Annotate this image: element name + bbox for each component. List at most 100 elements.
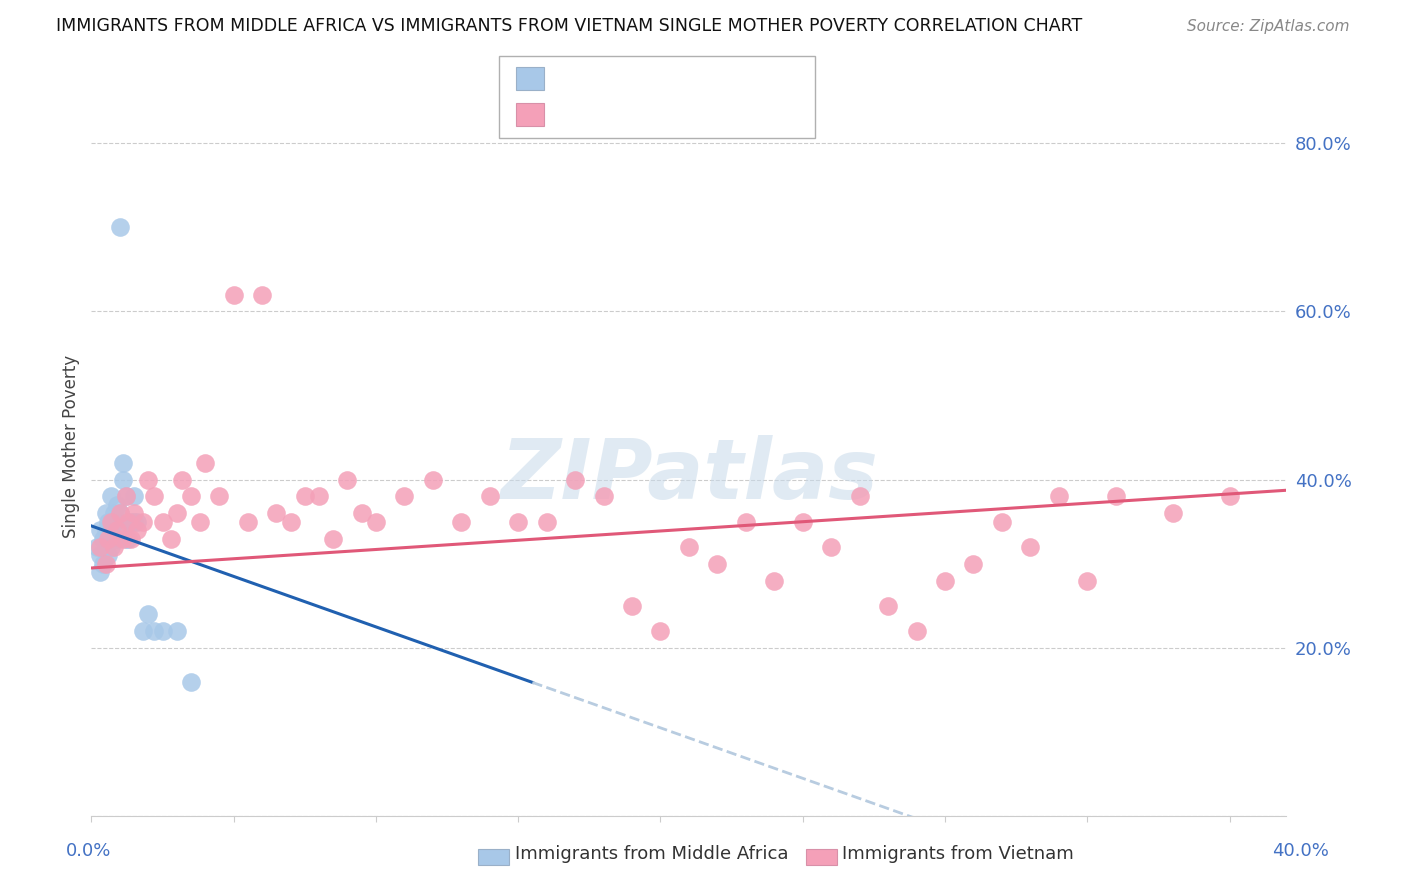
- Point: [1019, 540, 1042, 554]
- Point: [111, 532, 134, 546]
- Point: [103, 506, 125, 520]
- Point: [322, 532, 344, 546]
- Point: [122, 490, 145, 504]
- Point: [111, 473, 134, 487]
- Point: [94, 506, 117, 520]
- Point: [1219, 490, 1241, 504]
- Point: [763, 574, 786, 588]
- Point: [621, 599, 644, 613]
- Text: R =: R =: [553, 68, 592, 86]
- Point: [934, 574, 956, 588]
- Point: [1047, 490, 1070, 504]
- Point: [91, 532, 114, 546]
- Text: N =: N =: [661, 68, 700, 86]
- Point: [364, 515, 387, 529]
- Point: [180, 674, 202, 689]
- Point: [152, 515, 174, 529]
- Point: [166, 506, 188, 520]
- Point: [94, 557, 117, 571]
- Text: 63: 63: [696, 104, 721, 122]
- Point: [820, 540, 842, 554]
- Text: 38: 38: [696, 68, 721, 86]
- Text: Immigrants from Middle Africa: Immigrants from Middle Africa: [515, 845, 789, 863]
- Point: [108, 506, 131, 520]
- Point: [131, 624, 153, 639]
- Point: [236, 515, 259, 529]
- Point: [114, 490, 136, 504]
- Point: [108, 523, 131, 537]
- Point: [100, 515, 122, 529]
- Point: [136, 607, 159, 622]
- Point: [734, 515, 756, 529]
- Point: [111, 456, 134, 470]
- Point: [166, 624, 188, 639]
- Text: 40.0%: 40.0%: [1272, 842, 1329, 860]
- Point: [905, 624, 928, 639]
- Point: [122, 506, 145, 520]
- Text: Immigrants from Vietnam: Immigrants from Vietnam: [842, 845, 1074, 863]
- Point: [792, 515, 814, 529]
- Point: [143, 490, 166, 504]
- Point: [86, 540, 108, 554]
- Point: [117, 532, 139, 546]
- Point: [336, 473, 359, 487]
- Point: [678, 540, 700, 554]
- Point: [991, 515, 1014, 529]
- Point: [294, 490, 316, 504]
- Point: [97, 549, 120, 563]
- Text: ZIPatlas: ZIPatlas: [501, 435, 877, 516]
- Point: [536, 515, 558, 529]
- Point: [848, 490, 870, 504]
- Point: [91, 557, 114, 571]
- Point: [136, 473, 159, 487]
- Point: [422, 473, 444, 487]
- Point: [108, 220, 131, 235]
- Point: [97, 532, 120, 546]
- Point: [103, 532, 125, 546]
- Point: [962, 557, 984, 571]
- Point: [122, 515, 145, 529]
- Point: [1161, 506, 1184, 520]
- Point: [94, 523, 117, 537]
- Point: [105, 523, 128, 537]
- Text: N =: N =: [661, 104, 700, 122]
- Point: [180, 490, 202, 504]
- Point: [188, 515, 211, 529]
- Y-axis label: Single Mother Poverty: Single Mother Poverty: [62, 354, 80, 538]
- Point: [208, 490, 231, 504]
- Point: [131, 515, 153, 529]
- Point: [350, 506, 373, 520]
- Point: [89, 523, 111, 537]
- Point: [280, 515, 302, 529]
- Point: [194, 456, 217, 470]
- Point: [105, 532, 128, 546]
- Point: [250, 287, 273, 301]
- Text: IMMIGRANTS FROM MIDDLE AFRICA VS IMMIGRANTS FROM VIETNAM SINGLE MOTHER POVERTY C: IMMIGRANTS FROM MIDDLE AFRICA VS IMMIGRA…: [56, 17, 1083, 35]
- Point: [706, 557, 728, 571]
- Point: [100, 523, 122, 537]
- Point: [1105, 490, 1128, 504]
- Point: [117, 515, 139, 529]
- Point: [89, 540, 111, 554]
- Point: [160, 532, 183, 546]
- Point: [152, 624, 174, 639]
- Point: [114, 490, 136, 504]
- Point: [97, 515, 120, 529]
- Point: [308, 490, 330, 504]
- Text: -0.330: -0.330: [595, 68, 659, 86]
- Point: [266, 506, 288, 520]
- Point: [103, 515, 125, 529]
- Point: [508, 515, 530, 529]
- Point: [1076, 574, 1098, 588]
- Point: [103, 540, 125, 554]
- Point: [94, 540, 117, 554]
- Text: 0.0%: 0.0%: [66, 842, 111, 860]
- Point: [877, 599, 900, 613]
- Point: [120, 532, 142, 546]
- Point: [97, 532, 120, 546]
- Point: [450, 515, 472, 529]
- Point: [222, 287, 245, 301]
- Point: [478, 490, 501, 504]
- Text: 0.222: 0.222: [595, 104, 658, 122]
- Point: [89, 549, 111, 563]
